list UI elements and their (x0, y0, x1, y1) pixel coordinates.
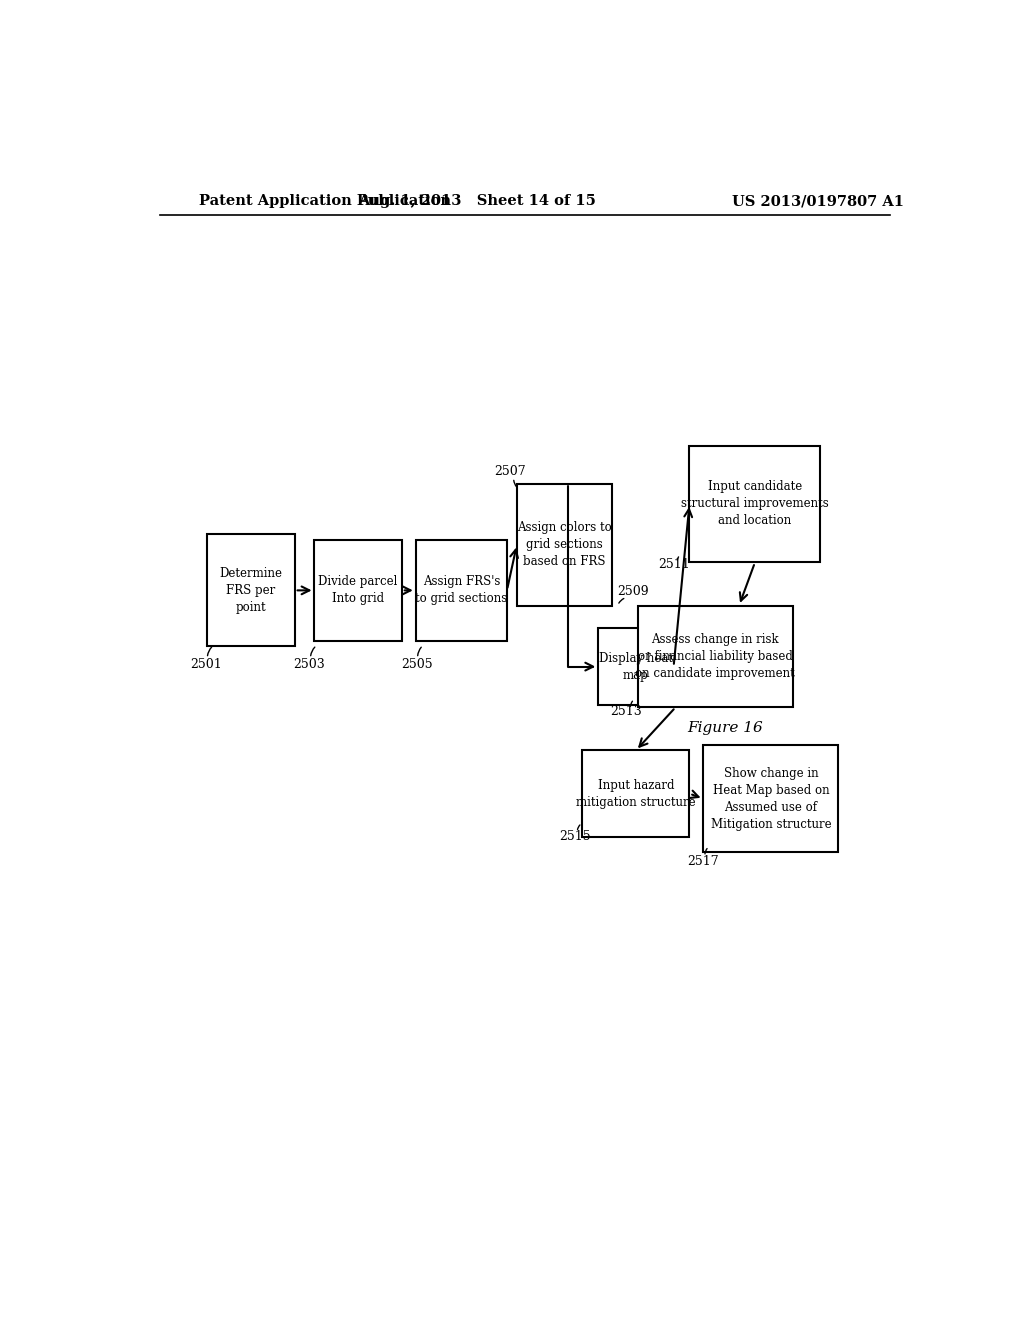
Text: US 2013/0197807 A1: US 2013/0197807 A1 (732, 194, 904, 209)
FancyBboxPatch shape (638, 606, 793, 708)
Text: 2505: 2505 (401, 659, 432, 671)
Text: Assign FRS's
to grid sections: Assign FRS's to grid sections (415, 576, 508, 606)
Text: Input candidate
structural improvements
and location: Input candidate structural improvements … (681, 480, 828, 528)
Text: 2501: 2501 (189, 659, 221, 671)
Text: Assess change in risk
or financial liability based
on candidate improvement: Assess change in risk or financial liabi… (635, 632, 796, 680)
Text: 2513: 2513 (610, 705, 642, 718)
Text: Determine
FRS per
point: Determine FRS per point (219, 566, 283, 614)
Text: Divide parcel
Into grid: Divide parcel Into grid (318, 576, 398, 606)
Text: 2507: 2507 (495, 465, 526, 478)
FancyBboxPatch shape (703, 746, 839, 853)
Text: 2511: 2511 (658, 558, 690, 572)
Text: 2509: 2509 (617, 585, 649, 598)
FancyBboxPatch shape (689, 446, 820, 562)
Text: Show change in
Heat Map based on
Assumed use of
Mitigation structure: Show change in Heat Map based on Assumed… (711, 767, 831, 830)
FancyBboxPatch shape (598, 628, 674, 705)
Text: 2515: 2515 (559, 830, 591, 843)
FancyBboxPatch shape (207, 535, 295, 647)
Text: Figure 16: Figure 16 (687, 721, 763, 735)
Text: Aug. 1, 2013   Sheet 14 of 15: Aug. 1, 2013 Sheet 14 of 15 (358, 194, 596, 209)
FancyBboxPatch shape (416, 540, 507, 642)
Text: 2503: 2503 (293, 659, 325, 671)
Text: Input hazard
mitigation structure: Input hazard mitigation structure (577, 779, 695, 809)
FancyBboxPatch shape (583, 751, 689, 837)
Text: Patent Application Publication: Patent Application Publication (200, 194, 452, 209)
Text: Display heat
map: Display heat map (599, 652, 673, 681)
FancyBboxPatch shape (517, 483, 612, 606)
Text: Assign colors to
grid sections
based on FRS: Assign colors to grid sections based on … (517, 521, 612, 568)
Text: 2517: 2517 (687, 855, 718, 869)
FancyBboxPatch shape (314, 540, 401, 642)
